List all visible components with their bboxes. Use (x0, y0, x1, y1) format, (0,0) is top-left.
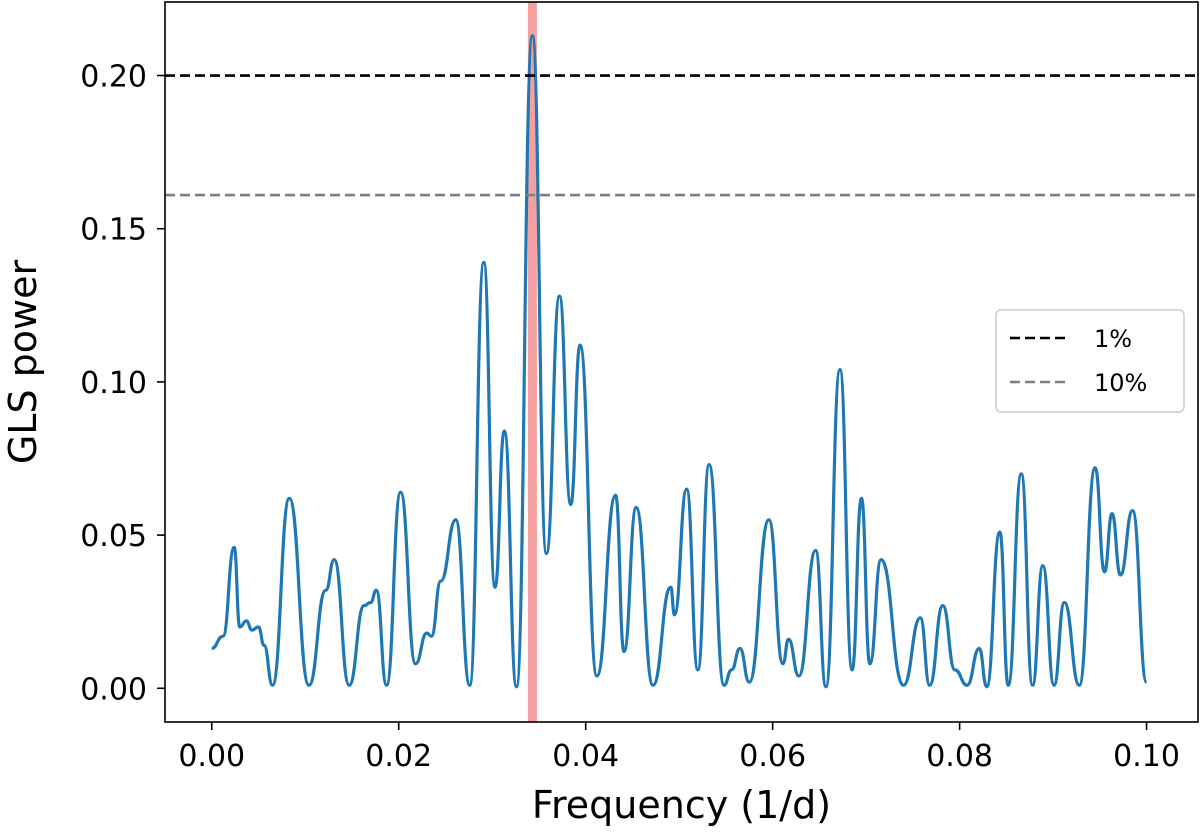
legend: 1% 10% (995, 309, 1185, 413)
x-tick-label: 0.08 (926, 739, 993, 774)
y-axis-label: GLS power (1, 259, 45, 464)
plot-frame (164, 1, 1199, 723)
legend-label: 1% (1094, 325, 1132, 353)
x-tick-label: 0.06 (739, 739, 806, 774)
y-axis: 0.00 0.05 0.10 0.15 0.20 (80, 60, 165, 707)
gls-power-series-line (211, 34, 1149, 689)
threshold-layer (165, 74, 1198, 197)
legend-label: 10% (1094, 369, 1147, 397)
y-tick-label: 0.10 (80, 366, 147, 401)
y-tick-label: 0.15 (80, 213, 147, 248)
peak-highlight-band (527, 2, 537, 722)
x-tick-label: 0.02 (365, 739, 432, 774)
x-tick-label: 0.10 (1113, 739, 1180, 774)
highlight-layer (527, 2, 537, 722)
y-tick-label: 0.05 (80, 519, 147, 554)
x-tick-label: 0.00 (178, 739, 245, 774)
series-layer (211, 34, 1149, 689)
x-axis: 0.00 0.02 0.04 0.06 0.08 0.10 (178, 722, 1180, 774)
legend-box (995, 309, 1185, 413)
y-tick-label: 0.00 (80, 672, 147, 707)
x-tick-label: 0.04 (552, 739, 619, 774)
y-tick-label: 0.20 (80, 60, 147, 95)
x-axis-label: Frequency (1/d) (532, 783, 831, 827)
